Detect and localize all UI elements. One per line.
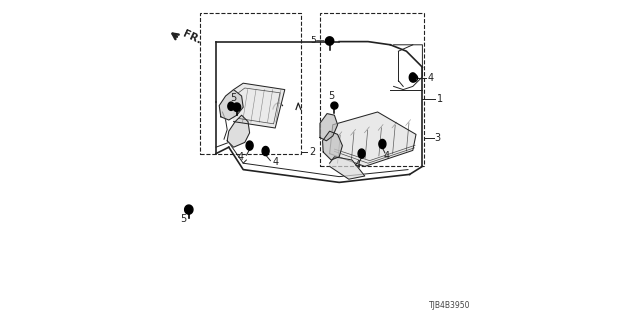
Text: 5: 5: [180, 214, 186, 224]
Polygon shape: [412, 76, 415, 80]
Text: 4: 4: [272, 157, 278, 167]
Polygon shape: [326, 37, 334, 45]
Polygon shape: [246, 141, 253, 150]
Text: 3: 3: [435, 132, 441, 143]
Text: FR.: FR.: [181, 29, 203, 46]
Text: 5: 5: [230, 93, 236, 103]
Polygon shape: [233, 103, 241, 111]
Polygon shape: [262, 147, 269, 156]
Polygon shape: [320, 114, 338, 141]
Text: 4: 4: [237, 152, 244, 162]
Polygon shape: [358, 149, 365, 158]
Polygon shape: [330, 157, 365, 179]
Polygon shape: [331, 102, 338, 109]
Polygon shape: [410, 73, 417, 82]
Polygon shape: [228, 102, 234, 110]
Text: 4: 4: [383, 150, 390, 161]
Text: 5: 5: [328, 91, 334, 101]
Text: 4: 4: [355, 160, 361, 170]
Text: 4: 4: [428, 73, 433, 83]
Bar: [320, 13, 424, 166]
Polygon shape: [185, 205, 193, 214]
Polygon shape: [219, 90, 243, 120]
Polygon shape: [379, 140, 386, 148]
Text: TJB4B3950: TJB4B3950: [429, 301, 470, 310]
Polygon shape: [330, 112, 416, 166]
Polygon shape: [234, 83, 285, 128]
Polygon shape: [323, 131, 342, 160]
Text: 5—: 5—: [310, 36, 325, 45]
Polygon shape: [227, 115, 250, 147]
Text: 1: 1: [437, 94, 443, 104]
Text: 2: 2: [309, 147, 315, 157]
Bar: [200, 13, 301, 154]
